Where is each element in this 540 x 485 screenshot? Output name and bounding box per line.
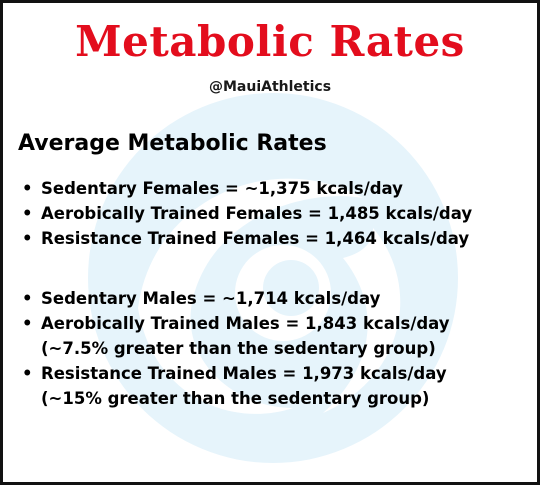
rate-text: Aerobically Trained Males = 1,843 kcals/… — [41, 314, 450, 333]
bullet-icon: • — [22, 179, 33, 198]
rate-text: Aerobically Trained Females = 1,485 kcal… — [41, 204, 473, 223]
section-heading: Average Metabolic Rates — [18, 131, 327, 156]
rate-text: Sedentary Females = ~1,375 kcals/day — [41, 179, 403, 198]
social-handle: @MauiAthletics — [208, 79, 332, 95]
rate-note: (~15% greater than the sedentary group) — [41, 389, 430, 408]
list-item: • Resistance Trained Males = 1,973 kcals… — [21, 361, 450, 411]
rate-note: (~7.5% greater than the sedentary group) — [41, 339, 436, 358]
list-item: • Resistance Trained Females = 1,464 kca… — [21, 226, 472, 251]
list-item: • Aerobically Trained Males = 1,843 kcal… — [21, 311, 450, 361]
bullet-icon: • — [22, 229, 33, 248]
bullet-icon: • — [22, 364, 33, 383]
page-title: Metabolic Rates — [75, 17, 465, 66]
rate-text: Resistance Trained Males = 1,973 kcals/d… — [41, 364, 447, 383]
male-rates-list: • Sedentary Males = ~1,714 kcals/day • A… — [21, 286, 450, 411]
swirl-logo-watermark-icon — [88, 93, 458, 463]
list-item: • Sedentary Females = ~1,375 kcals/day — [21, 176, 472, 201]
bullet-icon: • — [22, 204, 33, 223]
list-item: • Sedentary Males = ~1,714 kcals/day — [21, 286, 450, 311]
rate-text: Sedentary Males = ~1,714 kcals/day — [41, 289, 381, 308]
bullet-icon: • — [22, 314, 33, 333]
list-item: • Aerobically Trained Females = 1,485 kc… — [21, 201, 472, 226]
rate-text: Resistance Trained Females = 1,464 kcals… — [41, 229, 470, 248]
bullet-icon: • — [22, 289, 33, 308]
female-rates-list: • Sedentary Females = ~1,375 kcals/day •… — [21, 176, 472, 251]
